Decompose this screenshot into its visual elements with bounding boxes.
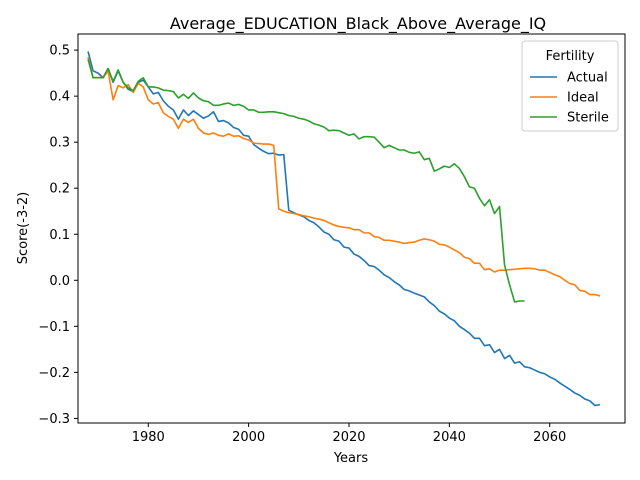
legend-label-sterile: Sterile <box>567 111 609 126</box>
series-line-sterile <box>87 59 525 303</box>
legend-label-actual: Actual <box>567 71 608 86</box>
series-lines <box>87 51 601 407</box>
x-tick-label: 2060 <box>533 430 566 445</box>
x-axis: 1980 2000 2020 2040 2060 <box>132 423 566 445</box>
y-tick-label: 0.2 <box>49 182 70 197</box>
y-tick-label: 0.4 <box>49 90 70 105</box>
x-tick-label: 2000 <box>232 430 265 445</box>
chart-title: Average_EDUCATION_Black_Above_Average_IQ <box>170 14 546 34</box>
y-axis-label: Score(-3-2) <box>16 192 31 264</box>
y-tick-label: 0.3 <box>49 136 70 151</box>
y-tick-label: 0.1 <box>49 228 70 243</box>
y-tick-label: −0.1 <box>38 320 70 335</box>
legend-label-ideal: Ideal <box>567 91 599 106</box>
x-axis-label: Years <box>333 451 369 466</box>
y-axis: −0.3 −0.2 −0.1 0.0 0.1 0.2 0.3 0.4 0.5 <box>38 44 78 427</box>
y-tick-label: 0.5 <box>49 44 70 59</box>
x-tick-label: 2020 <box>332 430 365 445</box>
legend: Fertility Actual Ideal Sterile <box>521 40 619 132</box>
x-tick-label: 2040 <box>433 430 466 445</box>
legend-box <box>521 40 619 132</box>
legend-title: Fertility <box>546 49 595 64</box>
x-tick-label: 1980 <box>132 430 165 445</box>
series-line-ideal <box>87 56 601 297</box>
plot-area <box>77 33 626 424</box>
y-tick-label: −0.3 <box>38 412 70 427</box>
series-line-actual <box>87 51 601 407</box>
y-tick-label: −0.2 <box>38 366 70 381</box>
y-tick-label: 0.0 <box>49 274 70 289</box>
